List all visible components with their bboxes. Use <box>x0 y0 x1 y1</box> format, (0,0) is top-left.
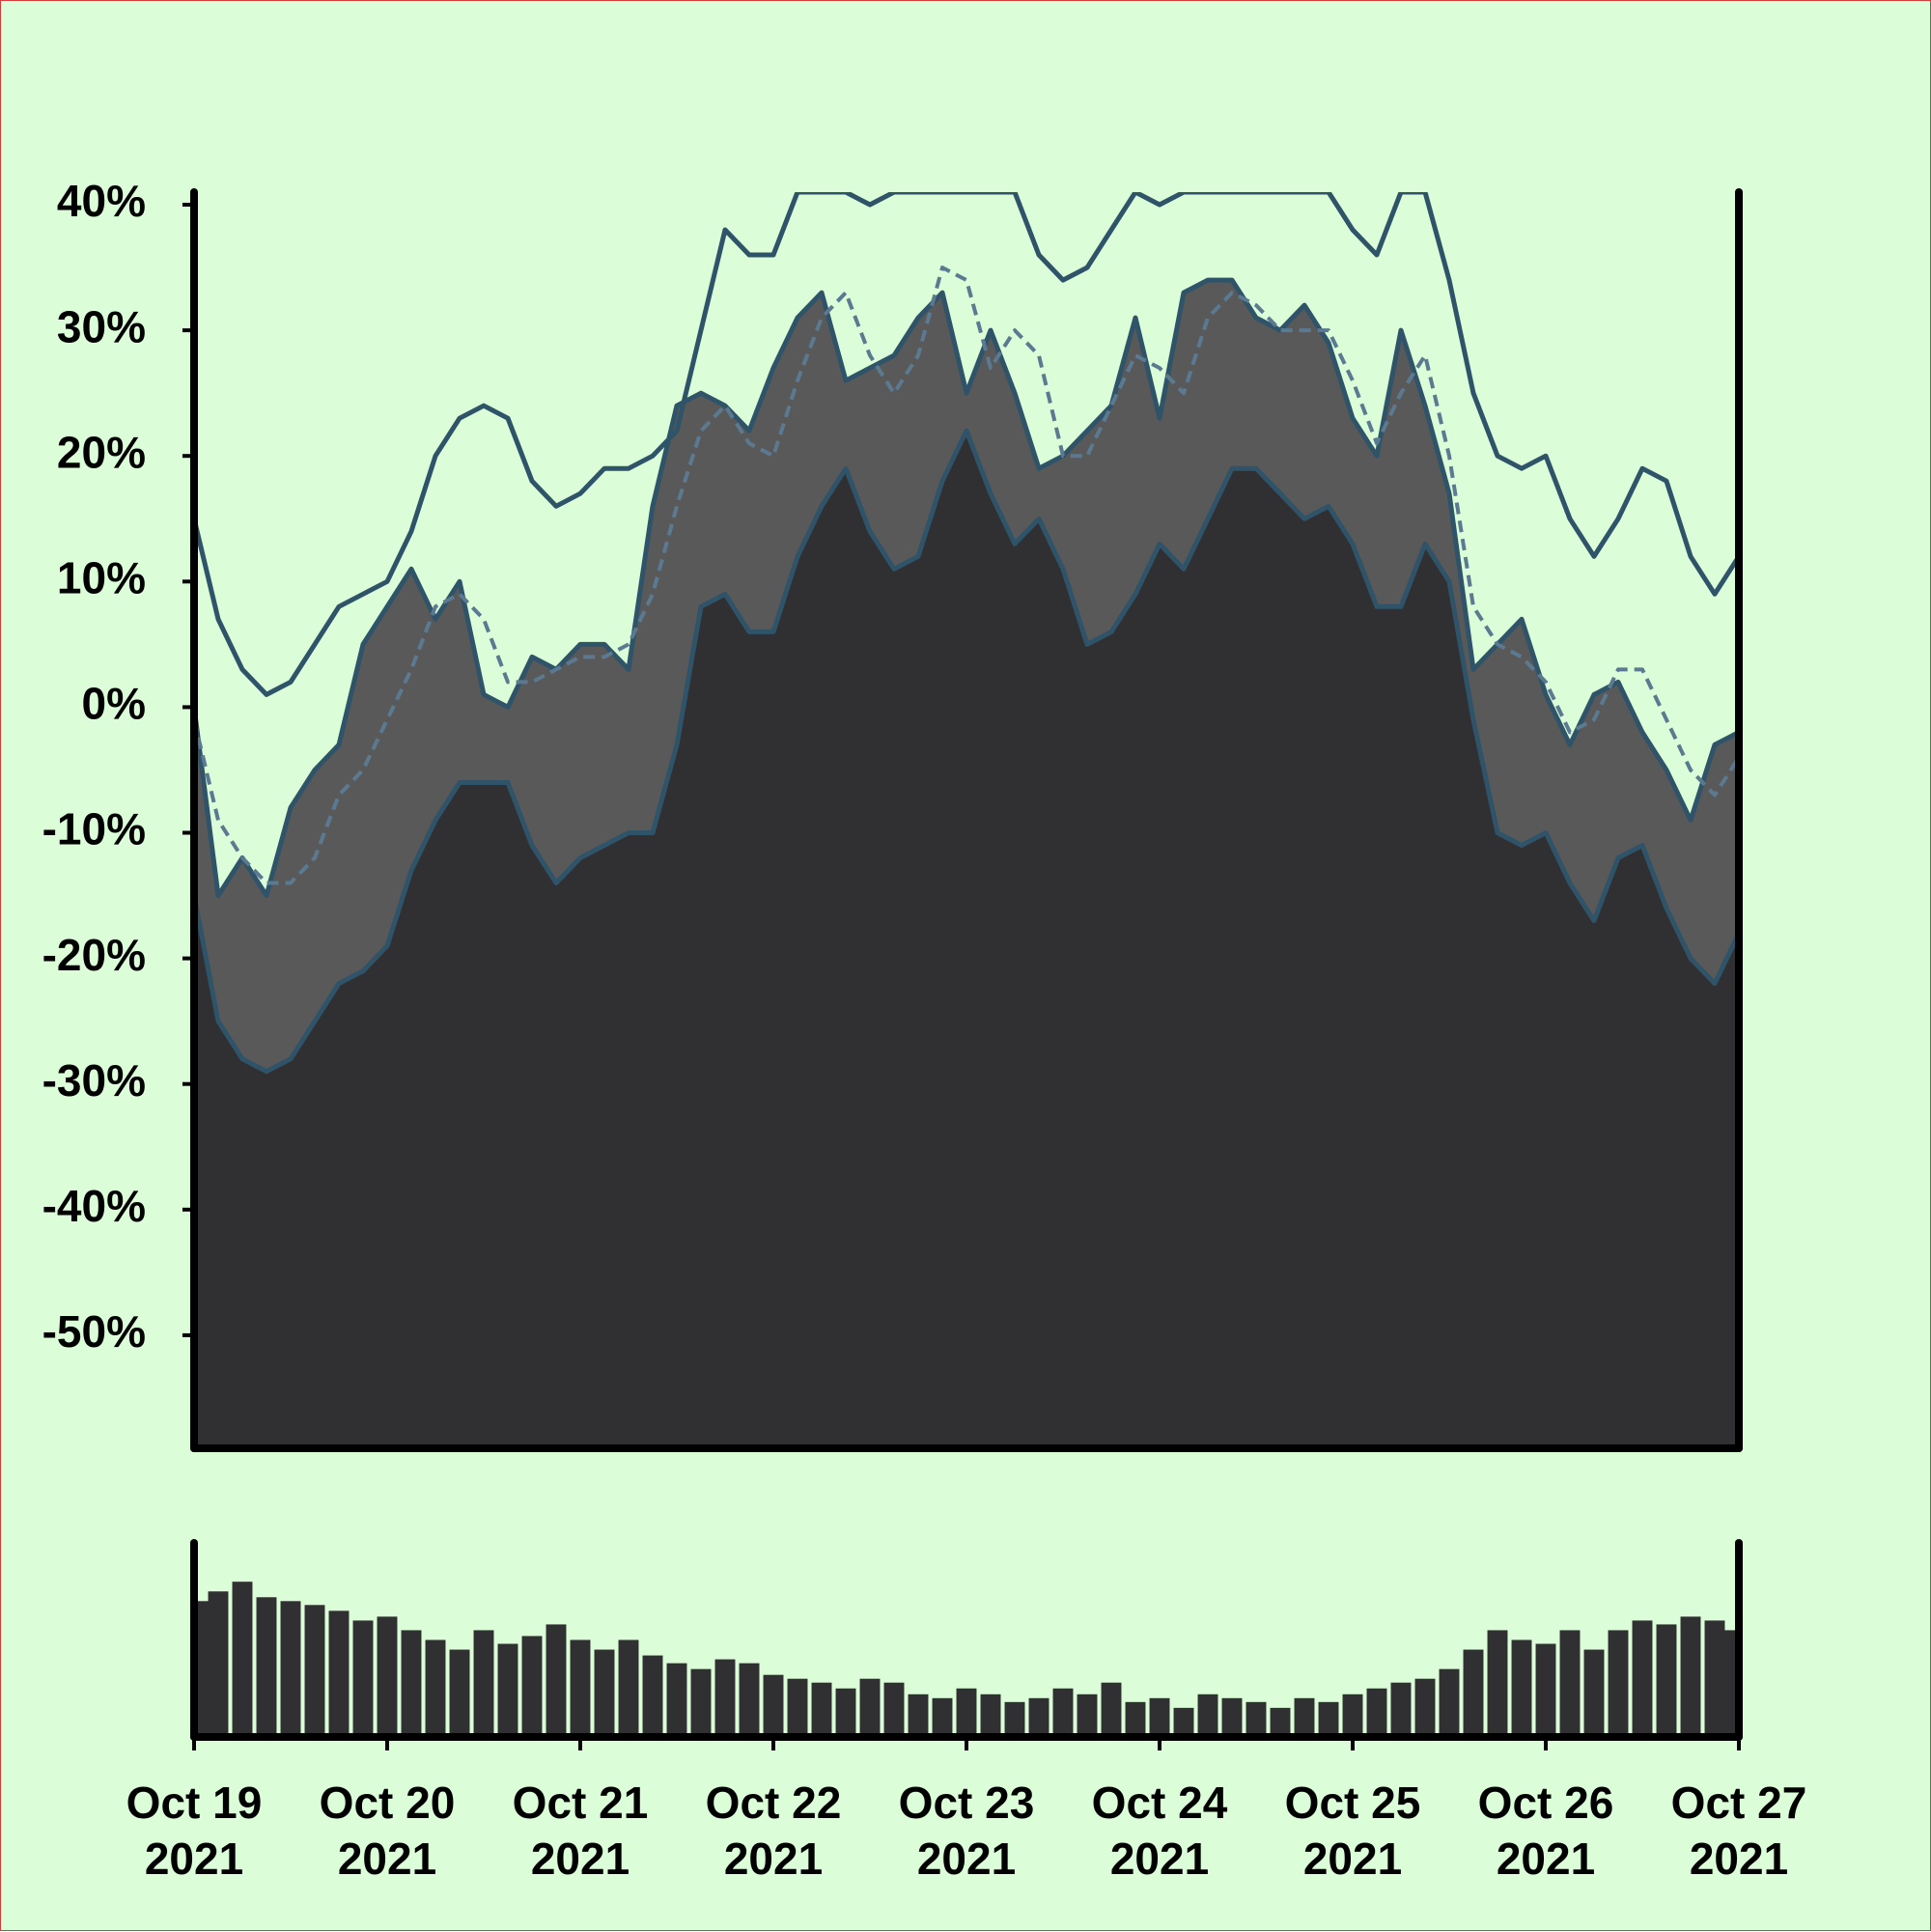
volume-bar <box>1559 1630 1581 1737</box>
volume-bar <box>811 1682 832 1737</box>
volume-bar <box>1487 1630 1508 1737</box>
volume-bar <box>1583 1649 1605 1737</box>
volume-bar <box>1245 1701 1267 1737</box>
volume-bar <box>883 1682 905 1737</box>
volume-bar <box>594 1649 615 1737</box>
volume-bar <box>328 1610 350 1737</box>
volume-bar <box>859 1678 881 1737</box>
x-tick-label: Oct 23 2021 <box>898 1778 1035 1884</box>
volume-bar <box>1125 1701 1146 1737</box>
volume-bar <box>642 1655 663 1737</box>
volume-bar <box>377 1616 398 1737</box>
volume-bar <box>1390 1682 1412 1737</box>
volume-bar <box>1366 1688 1387 1737</box>
y-tick-label: 30% <box>57 301 146 351</box>
x-tick-label: Oct 22 2021 <box>705 1778 842 1884</box>
volume-bar <box>1656 1624 1677 1737</box>
y-tick-label: -40% <box>42 1181 146 1231</box>
volume-bar <box>1149 1697 1170 1737</box>
volume-bar <box>1197 1694 1218 1737</box>
volume-bar <box>1318 1701 1339 1737</box>
x-tick-label: Oct 21 2021 <box>512 1778 649 1884</box>
volume-bar <box>1439 1668 1460 1737</box>
volume-bar <box>232 1582 253 1737</box>
volume-bar <box>1221 1697 1243 1737</box>
x-tick-label: Oct 25 2021 <box>1284 1778 1421 1884</box>
volume-bar <box>401 1630 422 1737</box>
volume-bar <box>546 1624 567 1737</box>
y-tick-label: -30% <box>42 1055 146 1106</box>
volume-bar <box>835 1688 856 1737</box>
volume-bar <box>570 1639 591 1737</box>
volume-bar <box>425 1639 446 1737</box>
volume-bar <box>521 1636 543 1737</box>
y-tick-label: 0% <box>82 679 146 729</box>
y-tick-label: 10% <box>57 552 146 602</box>
volume-bar <box>208 1591 229 1737</box>
volume-bar <box>1028 1697 1049 1737</box>
volume-bar <box>473 1630 494 1737</box>
area-line <box>194 277 1739 899</box>
volume-bar <box>1173 1707 1194 1737</box>
volume-bar <box>1680 1616 1701 1737</box>
volume-bar <box>1004 1701 1025 1737</box>
volume-bar <box>666 1663 687 1737</box>
y-tick-label: -10% <box>42 804 146 854</box>
volume-bar <box>1270 1707 1291 1737</box>
volume-bar <box>980 1694 1001 1737</box>
volume-bar <box>956 1688 977 1737</box>
volume-bar <box>256 1597 277 1737</box>
volume-bar <box>1632 1620 1653 1737</box>
y-tick-label: -50% <box>42 1306 146 1357</box>
volume-bar <box>352 1620 374 1737</box>
area-line <box>194 428 1739 1075</box>
volume-bar <box>714 1659 736 1737</box>
volume-bar <box>690 1668 712 1737</box>
volume-bar <box>449 1649 470 1737</box>
x-tick-label: Oct 26 2021 <box>1477 1778 1614 1884</box>
volume-bar <box>1608 1630 1629 1737</box>
volume-bar <box>497 1643 518 1737</box>
volume-bar <box>618 1639 639 1737</box>
volume-bar <box>1101 1682 1122 1737</box>
y-tick-label: 40% <box>57 176 146 226</box>
volume-bar <box>280 1601 301 1737</box>
volume-bar <box>1077 1694 1098 1737</box>
volume-bar <box>1463 1649 1484 1737</box>
volume-bar <box>1052 1688 1074 1737</box>
volume-bar <box>1719 1630 1739 1737</box>
x-tick-label: Oct 24 2021 <box>1091 1778 1228 1884</box>
volume-bar <box>304 1605 325 1737</box>
band-line <box>194 266 1739 885</box>
band-line <box>194 192 1739 697</box>
x-tick-label: Oct 27 2021 <box>1670 1778 1807 1884</box>
volume-bar <box>1342 1694 1363 1737</box>
volume-bar <box>1294 1697 1315 1737</box>
volume-bar <box>787 1678 808 1737</box>
volume-bar <box>932 1697 953 1737</box>
volume-bar <box>739 1663 760 1737</box>
volume-bar <box>1414 1678 1436 1737</box>
area-fill <box>194 431 1739 1448</box>
x-tick-label: Oct 20 2021 <box>319 1778 456 1884</box>
x-tick-label: Oct 19 2021 <box>126 1778 263 1884</box>
y-tick-label: -20% <box>42 930 146 980</box>
volume-bar <box>763 1674 784 1737</box>
volume-bar <box>1511 1639 1532 1737</box>
volume-bar <box>1535 1643 1556 1737</box>
volume-bar <box>908 1694 929 1737</box>
y-tick-label: 20% <box>57 427 146 477</box>
